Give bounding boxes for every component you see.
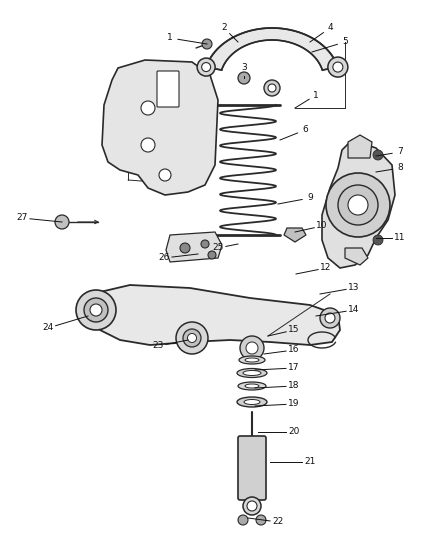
Text: 19: 19 xyxy=(288,400,300,408)
Circle shape xyxy=(141,138,155,152)
Text: 23: 23 xyxy=(152,342,164,351)
Circle shape xyxy=(238,72,250,84)
Circle shape xyxy=(246,342,258,354)
Circle shape xyxy=(201,62,211,71)
Text: 26: 26 xyxy=(158,254,170,262)
Text: 14: 14 xyxy=(348,305,360,314)
Circle shape xyxy=(333,62,343,72)
Polygon shape xyxy=(348,135,372,158)
Text: 20: 20 xyxy=(288,427,300,437)
Text: 3: 3 xyxy=(241,63,247,72)
Circle shape xyxy=(197,58,215,76)
Text: 6: 6 xyxy=(302,125,308,134)
Text: 21: 21 xyxy=(304,457,316,466)
Text: 4: 4 xyxy=(327,23,333,33)
Polygon shape xyxy=(345,248,368,265)
Text: 7: 7 xyxy=(397,148,403,157)
Text: 1: 1 xyxy=(313,91,319,100)
Circle shape xyxy=(243,497,261,515)
Polygon shape xyxy=(88,285,340,345)
Ellipse shape xyxy=(245,358,259,362)
FancyBboxPatch shape xyxy=(238,436,266,500)
Text: 13: 13 xyxy=(348,284,360,293)
Circle shape xyxy=(256,515,266,525)
Text: 17: 17 xyxy=(288,364,300,373)
Text: 5: 5 xyxy=(342,37,348,46)
Text: 22: 22 xyxy=(272,518,284,527)
Circle shape xyxy=(328,57,348,77)
Circle shape xyxy=(208,251,216,259)
Circle shape xyxy=(84,298,108,322)
Text: 27: 27 xyxy=(16,214,28,222)
Polygon shape xyxy=(206,28,338,70)
Ellipse shape xyxy=(237,397,267,407)
Circle shape xyxy=(326,173,390,237)
Polygon shape xyxy=(102,60,218,195)
Circle shape xyxy=(240,336,264,360)
Text: 2: 2 xyxy=(221,23,227,33)
FancyBboxPatch shape xyxy=(157,71,179,107)
Text: 18: 18 xyxy=(288,382,300,391)
Text: 25: 25 xyxy=(212,244,224,253)
Circle shape xyxy=(183,329,201,347)
Polygon shape xyxy=(166,232,222,262)
Circle shape xyxy=(141,101,155,115)
Polygon shape xyxy=(322,140,395,268)
Circle shape xyxy=(264,80,280,96)
Text: 8: 8 xyxy=(397,164,403,173)
Circle shape xyxy=(55,215,69,229)
Text: 24: 24 xyxy=(42,324,53,333)
Text: 10: 10 xyxy=(316,222,328,230)
Ellipse shape xyxy=(244,400,260,405)
Circle shape xyxy=(338,185,378,225)
Circle shape xyxy=(176,322,208,354)
Circle shape xyxy=(202,39,212,49)
Circle shape xyxy=(268,84,276,92)
Text: 15: 15 xyxy=(288,326,300,335)
Circle shape xyxy=(76,290,116,330)
Circle shape xyxy=(238,515,248,525)
Circle shape xyxy=(348,195,368,215)
Circle shape xyxy=(320,308,340,328)
Circle shape xyxy=(187,334,197,343)
Polygon shape xyxy=(284,228,306,242)
Ellipse shape xyxy=(245,384,259,388)
Ellipse shape xyxy=(237,368,267,377)
Circle shape xyxy=(201,240,209,248)
Ellipse shape xyxy=(243,370,261,376)
Text: 1: 1 xyxy=(167,34,173,43)
Circle shape xyxy=(180,243,190,253)
Circle shape xyxy=(373,150,383,160)
Text: 16: 16 xyxy=(288,345,300,354)
Circle shape xyxy=(373,235,383,245)
Circle shape xyxy=(159,169,171,181)
Circle shape xyxy=(90,304,102,316)
Ellipse shape xyxy=(239,356,265,364)
Circle shape xyxy=(247,501,257,511)
Circle shape xyxy=(325,313,335,323)
Text: 9: 9 xyxy=(307,193,313,203)
Ellipse shape xyxy=(238,382,266,390)
Text: 12: 12 xyxy=(320,263,332,272)
Text: 11: 11 xyxy=(394,233,406,243)
